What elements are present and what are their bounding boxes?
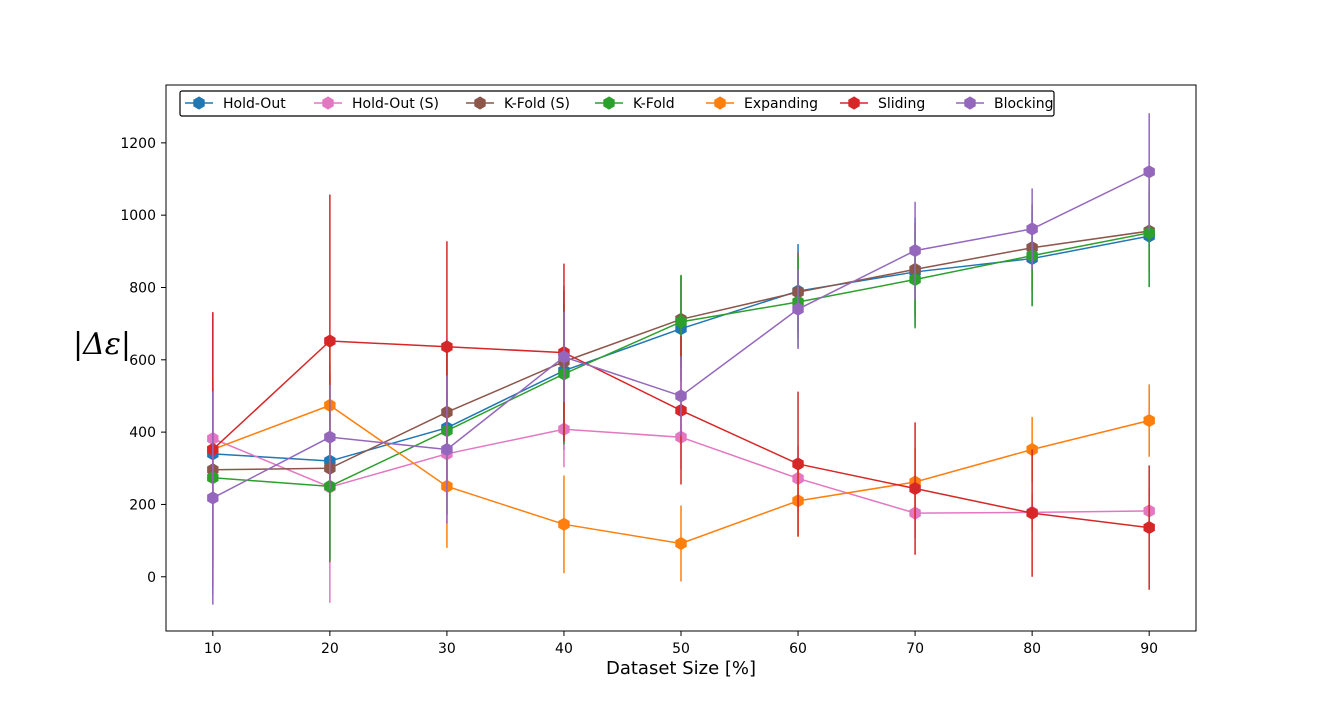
data-point xyxy=(675,389,687,403)
y-axis-label: |Δε| xyxy=(73,327,131,362)
x-tick-label: 90 xyxy=(1140,641,1158,657)
x-tick-label: 30 xyxy=(438,641,456,657)
x-axis-ticks: 10 20 30 40 50 60 70 80 90 xyxy=(204,631,1158,657)
legend-label: K-Fold (S) xyxy=(504,96,570,112)
legend-marker xyxy=(474,96,486,110)
data-point xyxy=(1143,226,1155,240)
series-k-fold xyxy=(207,178,1155,569)
data-point xyxy=(1026,506,1038,520)
data-point xyxy=(1143,413,1155,428)
data-point xyxy=(675,315,687,329)
legend-marker xyxy=(603,96,615,110)
data-point xyxy=(324,334,336,348)
data-point xyxy=(324,430,336,444)
legend-item-expanding: Expanding xyxy=(706,96,818,112)
y-tick-label: 800 xyxy=(129,280,156,296)
legend-label: Hold-Out (S) xyxy=(352,96,439,112)
series-layer xyxy=(207,113,1155,605)
y-tick-label: 0 xyxy=(147,570,156,586)
data-point xyxy=(558,517,570,531)
series-blocking xyxy=(207,113,1155,605)
x-tick-label: 40 xyxy=(555,641,573,657)
legend-marker xyxy=(193,96,205,110)
data-point xyxy=(558,350,570,364)
y-tick-label: 600 xyxy=(129,353,156,369)
y-axis-ticks: 0 200 400 600 800 1000 1200 xyxy=(120,136,166,586)
x-tick-label: 20 xyxy=(321,641,339,657)
data-point xyxy=(207,491,219,505)
legend-label: K-Fold xyxy=(633,96,675,112)
y-tick-label: 200 xyxy=(129,497,156,513)
legend-item-k-fold-s: K-Fold (S) xyxy=(466,96,570,112)
x-axis-label: Dataset Size [%] xyxy=(606,658,756,679)
x-tick-label: 10 xyxy=(204,641,222,657)
data-point xyxy=(909,244,921,258)
data-point xyxy=(441,340,453,354)
x-tick-label: 80 xyxy=(1023,641,1041,657)
legend-marker xyxy=(848,96,860,110)
x-tick-label: 60 xyxy=(789,641,807,657)
data-point xyxy=(792,302,804,316)
legend-marker xyxy=(714,96,726,110)
legend-item-hold-out: Hold-Out xyxy=(185,96,286,112)
y-tick-label: 1200 xyxy=(120,136,156,152)
data-point xyxy=(1143,521,1155,535)
legend: Hold-Out Hold-Out (S) K-Fold (S) K-Fold Expa… xyxy=(179,90,1055,117)
data-point xyxy=(1143,165,1155,179)
legend-marker xyxy=(322,96,334,110)
y-tick-label: 400 xyxy=(129,425,156,441)
legend-label: Hold-Out xyxy=(223,96,286,112)
legend-item-k-fold: K-Fold xyxy=(595,96,675,112)
x-tick-label: 70 xyxy=(906,641,924,657)
legend-item-blocking: Blocking xyxy=(956,96,1054,112)
data-point xyxy=(792,457,804,471)
y-tick-label: 1000 xyxy=(120,208,156,224)
legend-label: Expanding xyxy=(744,96,818,112)
legend-marker xyxy=(964,96,976,110)
legend-item-sliding: Sliding xyxy=(840,96,925,112)
x-tick-label: 50 xyxy=(672,641,690,657)
data-point xyxy=(441,442,453,457)
series-sliding xyxy=(207,194,1155,590)
data-point xyxy=(909,481,921,496)
legend-item-hold-out-s: Hold-Out (S) xyxy=(314,96,439,112)
data-point xyxy=(675,536,687,551)
legend-label: Blocking xyxy=(994,96,1054,112)
data-point xyxy=(1026,222,1038,236)
legend-label: Sliding xyxy=(878,96,925,112)
